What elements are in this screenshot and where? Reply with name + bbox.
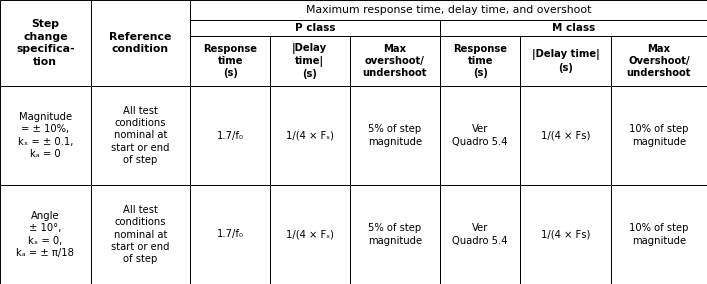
Bar (440, 36, 520, 86)
Bar (440, 185, 520, 284)
Text: 10% of step
magnitude: 10% of step magnitude (629, 223, 689, 246)
Text: 1/(4 × Fs): 1/(4 × Fs) (541, 229, 590, 239)
Text: All test
conditions
nominal at
start or end
of step: All test conditions nominal at start or … (111, 106, 170, 165)
Text: Step
change
specifica-
tion: Step change specifica- tion (16, 19, 75, 67)
Bar (190, 36, 270, 86)
Bar (190, 86, 270, 185)
Bar (0, 86, 90, 185)
Text: Response
time
(s): Response time (s) (203, 44, 257, 78)
Bar (520, 185, 611, 284)
Text: M class: M class (552, 23, 595, 33)
Text: P class: P class (295, 23, 336, 33)
Bar (270, 86, 350, 185)
Bar (90, 185, 190, 284)
Text: Ver
Quadro 5.4: Ver Quadro 5.4 (452, 223, 508, 246)
Text: 5% of step
magnitude: 5% of step magnitude (368, 223, 422, 246)
Text: Maximum response time, delay time, and overshoot: Maximum response time, delay time, and o… (306, 5, 591, 15)
Bar (350, 86, 440, 185)
Text: 5% of step
magnitude: 5% of step magnitude (368, 124, 422, 147)
Bar (90, 0, 190, 86)
Bar (270, 185, 350, 284)
Bar (190, 20, 440, 36)
Bar (440, 20, 707, 36)
Text: 1/(4 × Fs): 1/(4 × Fs) (541, 131, 590, 141)
Text: Magnitude
= ± 10%,
kₓ = ± 0.1,
kₐ = 0: Magnitude = ± 10%, kₓ = ± 0.1, kₐ = 0 (18, 112, 73, 159)
Bar (350, 36, 440, 86)
Bar (440, 86, 520, 185)
Bar (611, 185, 707, 284)
Text: 1.7/f₀: 1.7/f₀ (216, 131, 244, 141)
Bar (190, 185, 270, 284)
Bar (90, 86, 190, 185)
Bar (0, 0, 90, 86)
Text: 10% of step
magnitude: 10% of step magnitude (629, 124, 689, 147)
Text: |Delay time|
(s): |Delay time| (s) (532, 49, 600, 73)
Bar (270, 36, 350, 86)
Text: Angle
± 10°,
kₓ = 0,
kₐ = ± π/18: Angle ± 10°, kₓ = 0, kₐ = ± π/18 (16, 211, 74, 258)
Text: Response
time
(s): Response time (s) (453, 44, 507, 78)
Text: 1.7/f₀: 1.7/f₀ (216, 229, 244, 239)
Bar (190, 0, 707, 20)
Text: Reference
condition: Reference condition (110, 32, 172, 54)
Bar (350, 185, 440, 284)
Bar (611, 36, 707, 86)
Text: Max
Overshoot/
undershoot: Max Overshoot/ undershoot (626, 44, 691, 78)
Bar (0, 185, 90, 284)
Text: Ver
Quadro 5.4: Ver Quadro 5.4 (452, 124, 508, 147)
Bar (611, 86, 707, 185)
Text: All test
conditions
nominal at
start or end
of step: All test conditions nominal at start or … (111, 205, 170, 264)
Bar (520, 36, 611, 86)
Bar (520, 86, 611, 185)
Text: Max
overshoot/
undershoot: Max overshoot/ undershoot (363, 44, 427, 78)
Text: |Delay
time|
(s): |Delay time| (s) (292, 43, 327, 80)
Text: 1/(4 × Fₛ): 1/(4 × Fₛ) (286, 229, 334, 239)
Text: 1/(4 × Fₛ): 1/(4 × Fₛ) (286, 131, 334, 141)
